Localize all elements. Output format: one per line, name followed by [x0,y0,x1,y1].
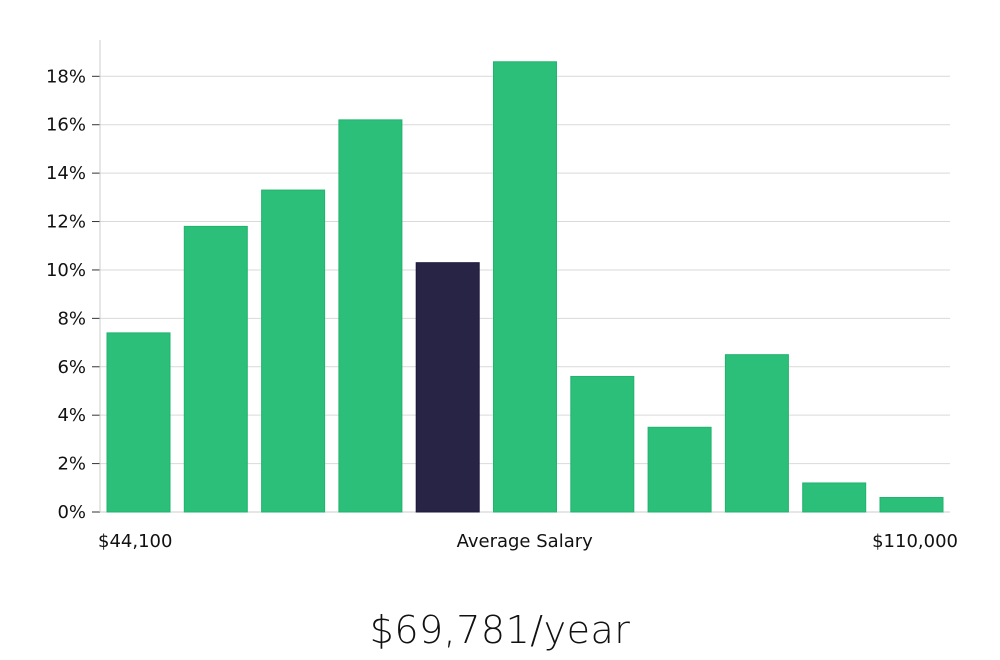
bar [879,496,944,513]
y-tick-label: 4% [57,405,86,426]
x-label-average: Average Salary [457,531,594,552]
y-axis-ticks: 0% 2% 4% 6% 8% 10% 12% 14% 16% 18% [46,66,100,523]
bar-average-salary [415,262,480,513]
bar [570,375,635,513]
bar [647,426,712,513]
bar [106,332,171,513]
bar [183,225,248,513]
bar [261,189,326,513]
y-tick-label: 14% [46,163,86,184]
y-tick-label: 8% [57,308,86,329]
bar [724,354,789,513]
chart-svg: 0% 2% 4% 6% 8% 10% 12% 14% 16% 18% $44,100 Averag… [46,40,958,552]
bars [106,61,944,513]
bar [802,482,867,513]
average-salary-headline: $69,781/year [369,608,631,652]
y-tick-label: 0% [57,502,86,523]
y-tick-label: 18% [46,66,86,87]
bar [493,61,557,513]
x-label-min: $44,100 [98,531,172,552]
bar [338,119,403,513]
y-tick-label: 16% [46,115,86,136]
y-tick-label: 2% [57,454,86,475]
y-tick-label: 12% [46,212,86,233]
x-label-max: $110,000 [872,531,958,552]
salary-histogram: 0% 2% 4% 6% 8% 10% 12% 14% 16% 18% $44,100 Averag… [46,40,958,552]
y-tick-label: 6% [57,357,86,378]
y-tick-label: 10% [46,260,86,281]
